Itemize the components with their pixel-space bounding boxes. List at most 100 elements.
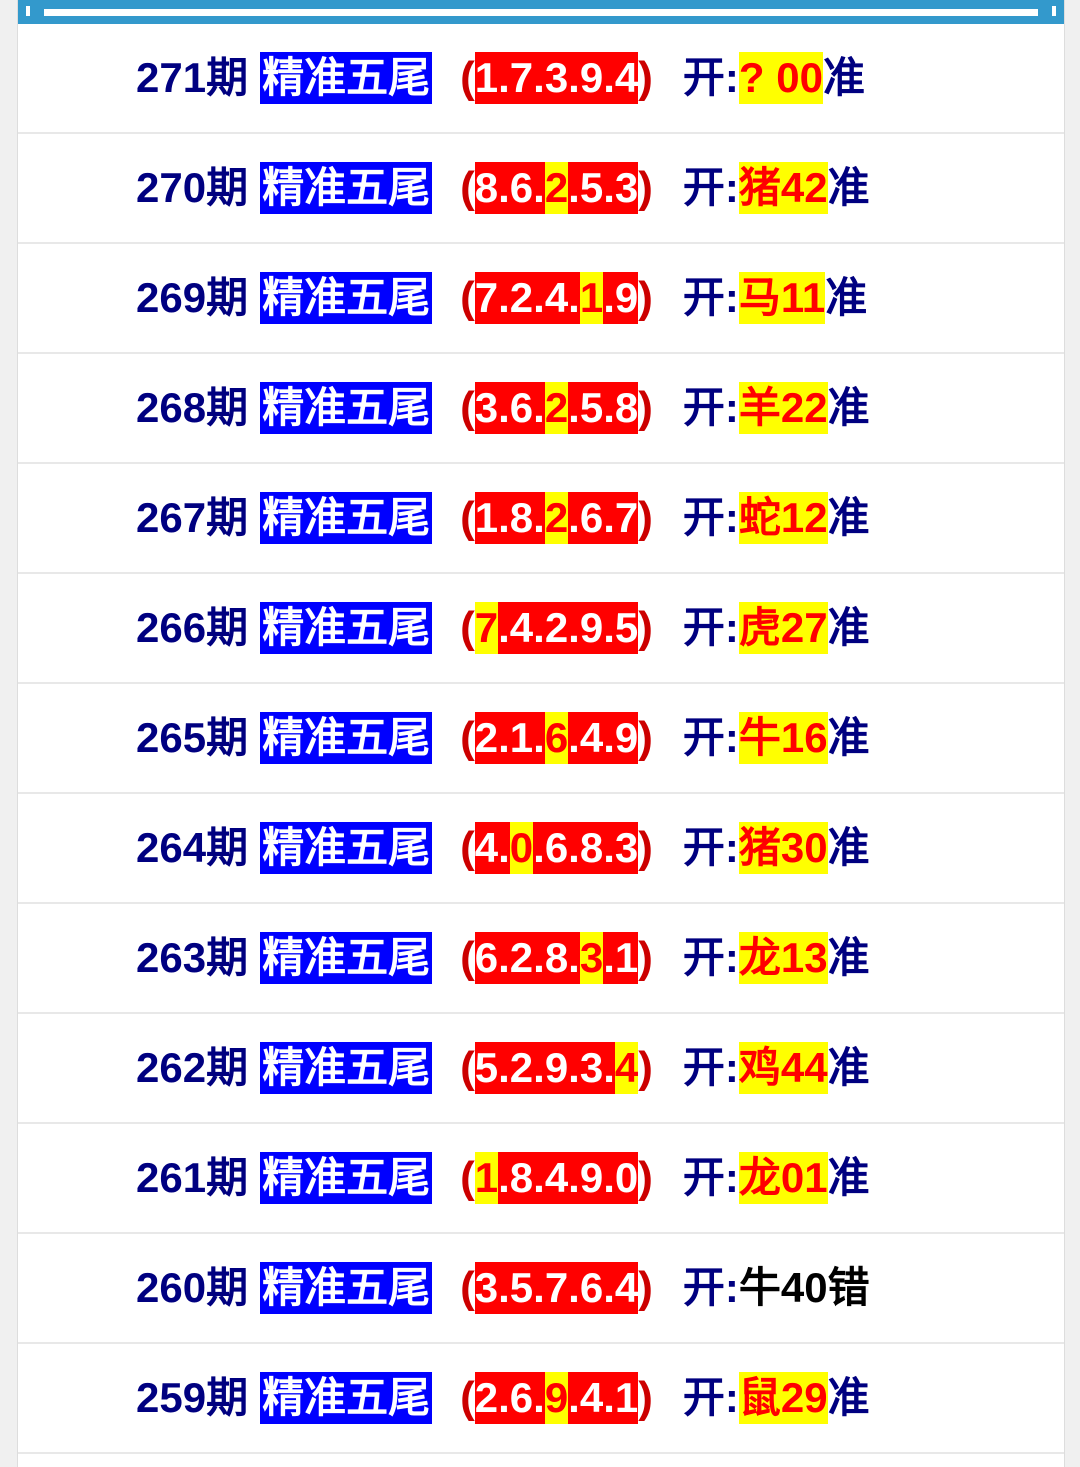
- digit-separator: .: [603, 712, 615, 764]
- period-number: 262期: [136, 1044, 249, 1091]
- digit-separator: .: [603, 382, 615, 434]
- table-row: 270期 精准五尾 ( 8.6.2.5.3 ) 开: 猪42 准: [18, 134, 1064, 244]
- pick-digit: 8: [614, 382, 639, 434]
- draw-result: 开: 鸡44 准: [683, 1042, 870, 1094]
- draw-result: 开: 羊22 准: [683, 382, 870, 434]
- left-bracket: (: [460, 713, 475, 762]
- result-value: 鼠29: [738, 1372, 828, 1424]
- pick-digit: 1: [474, 492, 499, 544]
- pick-digit: 5: [579, 162, 604, 214]
- period-number: 260期: [136, 1264, 249, 1311]
- period-number: 271期: [136, 54, 249, 101]
- draw-result: 开: 鼠29 准: [683, 1372, 870, 1424]
- category-label: 精准五尾: [260, 932, 433, 984]
- digit-separator: .: [498, 712, 510, 764]
- pick-digit: 5: [509, 1262, 534, 1314]
- right-bracket: ): [638, 493, 653, 542]
- left-bracket: (: [460, 493, 475, 542]
- open-prefix: 开:: [682, 1154, 739, 1201]
- verdict: 准: [827, 714, 870, 761]
- pick-digits: 6.2.8.3.1: [474, 932, 639, 984]
- prediction-list: 271期 精准五尾 ( 1.7.3.9.4 ) 开: ? 00 准 270期 精…: [17, 0, 1065, 1467]
- digit-separator: .: [533, 712, 545, 764]
- right-bracket: ): [638, 713, 653, 762]
- pick-digits: 1.7.3.9.4: [474, 52, 639, 104]
- draw-result: 开: 牛16 准: [683, 712, 870, 764]
- digit-separator: .: [568, 602, 580, 654]
- digit-separator: .: [603, 272, 615, 324]
- pick-digit: 9: [544, 1042, 569, 1094]
- pick-digit: 5: [474, 1042, 499, 1094]
- result-value: 虎27: [738, 602, 828, 654]
- verdict: 准: [827, 1374, 870, 1421]
- period-number: 264期: [136, 824, 249, 871]
- period-number: 261期: [136, 1154, 249, 1201]
- left-bracket: (: [460, 933, 475, 982]
- digit-separator: .: [603, 492, 615, 544]
- table-row: 262期 精准五尾 ( 5.2.9.3.4 ) 开: 鸡44 准: [18, 1014, 1064, 1124]
- result-value: 猪42: [738, 162, 828, 214]
- right-bracket: ): [638, 823, 653, 872]
- pick-digit: 2: [509, 932, 534, 984]
- pick-digit: 2: [474, 1372, 499, 1424]
- pick-digit: 9: [579, 52, 604, 104]
- digit-separator: .: [568, 1042, 580, 1094]
- pick-group: ( 1.8.4.9.0 ): [460, 1152, 653, 1204]
- hit-digit: 3: [579, 932, 604, 984]
- digit-separator: .: [498, 932, 510, 984]
- pick-digit: 7: [544, 1262, 569, 1314]
- digit-separator: .: [498, 382, 510, 434]
- draw-result: 开: 牛40 错: [683, 1262, 870, 1314]
- pick-group: ( 2.1.6.4.9 ): [460, 712, 653, 764]
- draw-result: 开: 龙01 准: [683, 1152, 870, 1204]
- digit-separator: .: [533, 602, 545, 654]
- pick-digit: 4: [509, 602, 534, 654]
- digit-separator: .: [498, 162, 510, 214]
- pick-digit: 4: [544, 1152, 569, 1204]
- digit-separator: .: [603, 602, 615, 654]
- digit-separator: .: [568, 492, 580, 544]
- left-bracket: (: [460, 383, 475, 432]
- pick-digits: 1.8.2.6.7: [474, 492, 639, 544]
- hit-digit: 2: [544, 162, 569, 214]
- digit-separator: .: [498, 822, 510, 874]
- table-row: 265期 精准五尾 ( 2.1.6.4.9 ) 开: 牛16 准: [18, 684, 1064, 794]
- pick-group: ( 8.6.2.5.3 ): [460, 162, 653, 214]
- left-bracket: (: [460, 1043, 475, 1092]
- verdict: 准: [827, 604, 870, 651]
- verdict: 准: [827, 494, 870, 541]
- pick-digits: 3.5.7.6.4: [474, 1262, 639, 1314]
- pick-digit: 4: [579, 712, 604, 764]
- digit-separator: .: [603, 822, 615, 874]
- pick-digit: 6: [474, 932, 499, 984]
- table-row: 269期 精准五尾 ( 7.2.4.1.9 ) 开: 马11 准: [18, 244, 1064, 354]
- result-value: 马11: [738, 272, 826, 324]
- verdict: 准: [827, 164, 870, 211]
- verdict: 准: [827, 384, 870, 431]
- right-bracket: ): [638, 1043, 653, 1092]
- result-value: 猪30: [738, 822, 828, 874]
- draw-result: 开: 蛇12 准: [683, 492, 870, 544]
- right-bracket: ): [638, 163, 653, 212]
- pick-digit: 8: [579, 822, 604, 874]
- header-bar: [18, 0, 1064, 24]
- draw-result: 开: 虎27 准: [683, 602, 870, 654]
- result-value: 蛇12: [738, 492, 828, 544]
- verdict: 准: [822, 54, 865, 101]
- pick-digit: 5: [579, 382, 604, 434]
- header-inner-line: [44, 9, 1038, 16]
- digit-separator: .: [533, 492, 545, 544]
- right-bracket: ): [638, 273, 653, 322]
- pick-digits: 1.8.4.9.0: [474, 1152, 639, 1204]
- open-prefix: 开:: [682, 384, 739, 431]
- pick-digit: 8: [509, 492, 534, 544]
- left-bracket: (: [460, 1263, 475, 1312]
- pick-group: ( 4.0.6.8.3 ): [460, 822, 653, 874]
- verdict: 准: [827, 824, 870, 871]
- pick-digit: 9: [614, 272, 639, 324]
- pick-digit: 3: [579, 1042, 604, 1094]
- pick-digit: 1: [614, 1372, 639, 1424]
- period-number: 268期: [136, 384, 249, 431]
- result-value: 羊22: [738, 382, 828, 434]
- left-bracket: (: [460, 53, 475, 102]
